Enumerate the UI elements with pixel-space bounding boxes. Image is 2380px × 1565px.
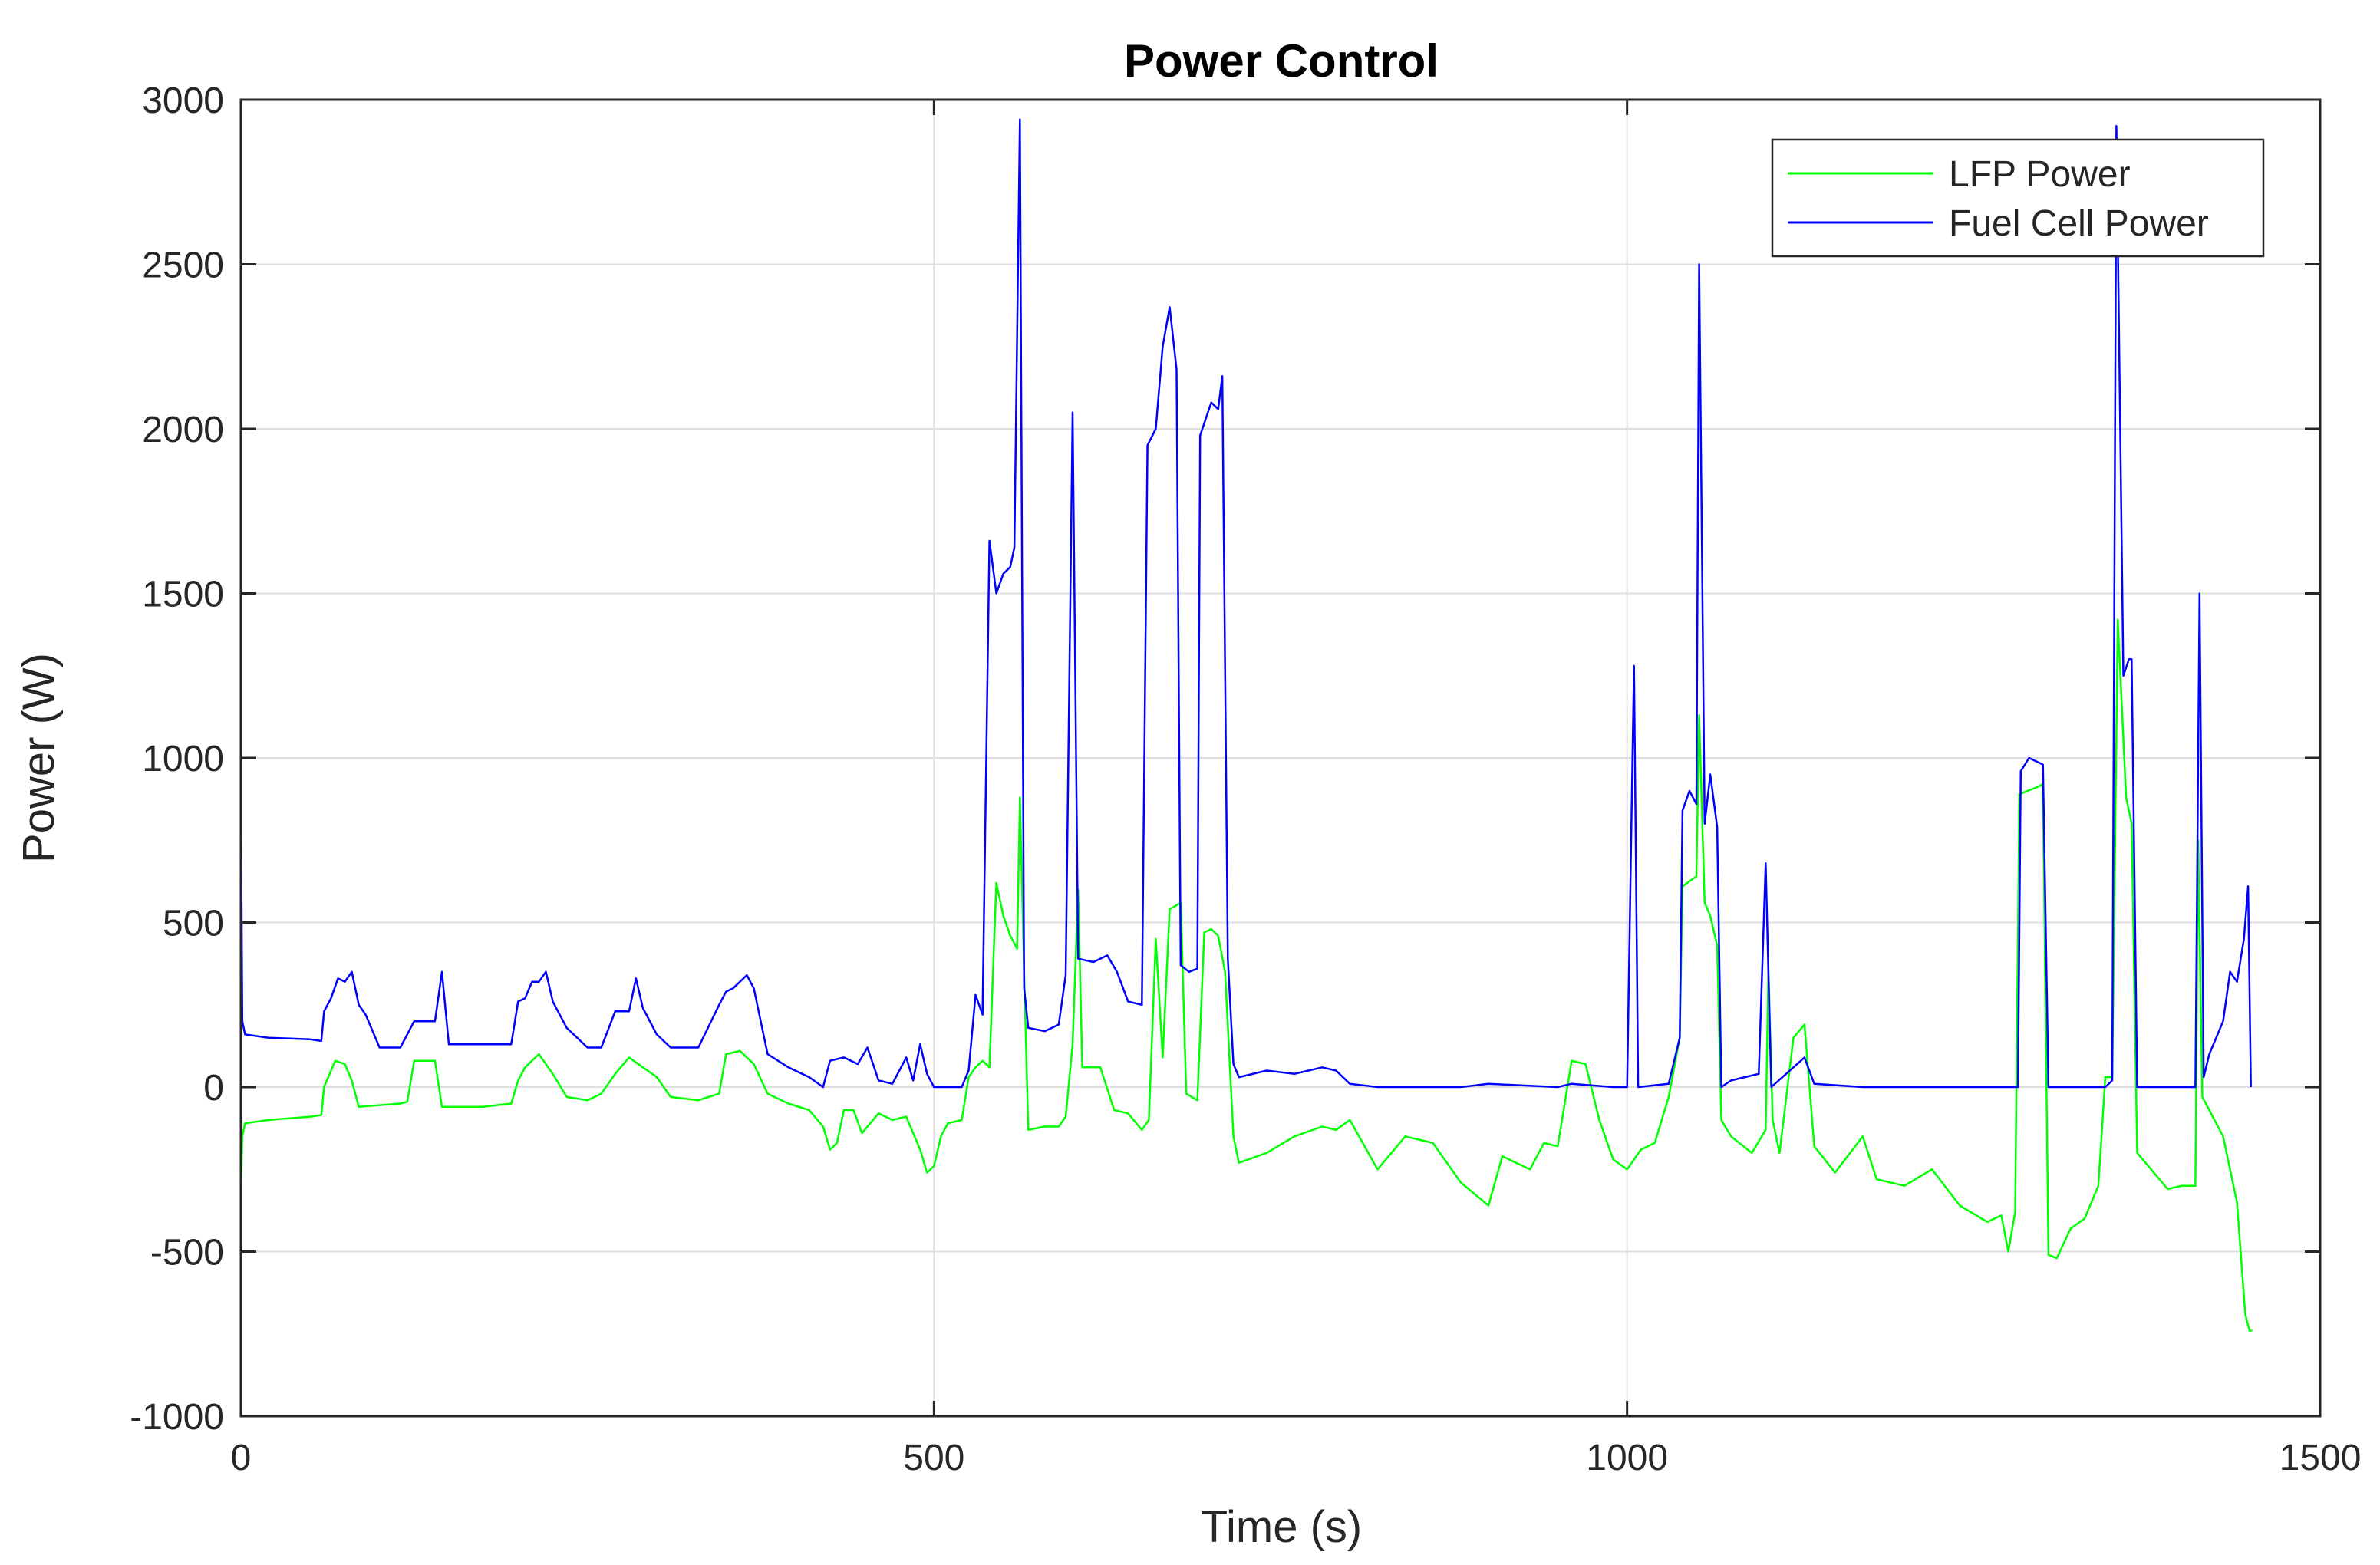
series-line-lfp-power <box>239 618 2253 1332</box>
y-tick-label: 3000 <box>142 81 224 121</box>
grid-lines <box>240 99 2321 1417</box>
y-tick-label: 2000 <box>142 410 224 450</box>
y-tick-label: 1000 <box>142 739 224 779</box>
x-axis-title: Time (s) <box>1201 1502 1362 1552</box>
y-tick-label: -500 <box>150 1233 224 1273</box>
y-tick-label: 1500 <box>142 575 224 615</box>
y-tick-label: -1000 <box>130 1397 224 1438</box>
y-tick-label: 500 <box>163 904 224 944</box>
x-tick-label: 0 <box>231 1438 252 1478</box>
x-tick-label: 500 <box>903 1438 964 1478</box>
tick-marks-and-labels: -1000 -500 0 500 1000 1500 2000 2500 3000 0 500 100… <box>130 81 2361 1478</box>
x-tick-label: 1000 <box>1586 1438 1668 1478</box>
y-tick-label: 2500 <box>142 245 224 286</box>
y-axis-title: Power (W) <box>14 653 64 863</box>
chart-title: Power Control <box>1124 35 1439 87</box>
series-lines <box>239 118 2253 1332</box>
legend-label-fuel-cell-power: Fuel Cell Power <box>1949 203 2209 244</box>
series-line-fuel-cell-power <box>239 118 2252 1089</box>
legend-box <box>1771 138 2265 258</box>
y-tick-label: 0 <box>203 1068 224 1109</box>
legend: LFP Power Fuel Cell Power <box>1771 138 2265 258</box>
x-tick-label: 1500 <box>2279 1438 2362 1478</box>
legend-label-lfp-power: LFP Power <box>1949 154 2131 195</box>
